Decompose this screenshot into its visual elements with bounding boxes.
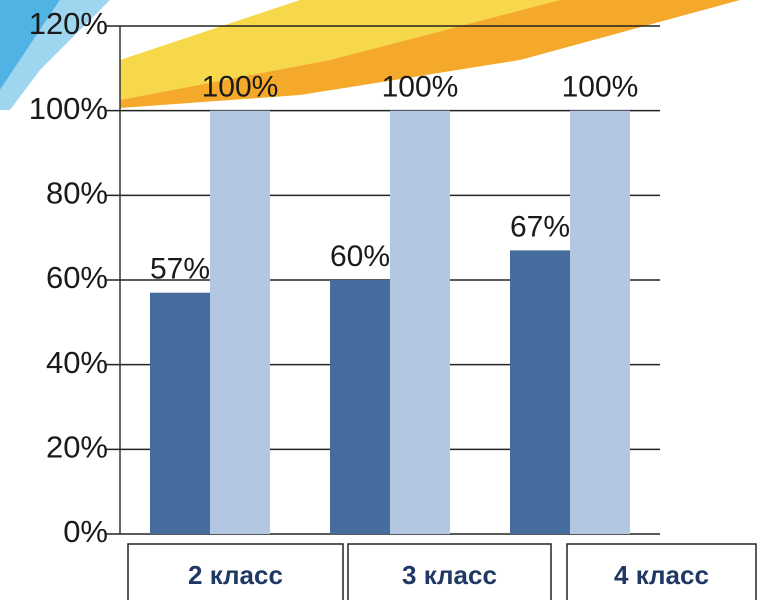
y-tick-label: 120% — [29, 6, 108, 41]
data-label: 100% — [202, 71, 279, 104]
x-tick-label: 4 класс — [614, 560, 709, 590]
x-tick-label: 3 класс — [402, 560, 497, 590]
y-tick-label: 60% — [46, 260, 108, 295]
bar — [210, 111, 270, 534]
bar — [150, 293, 210, 534]
data-label: 60% — [330, 240, 390, 273]
y-tick-label: 100% — [29, 91, 108, 126]
chart: 0% 20% 40% 60% 80% 100% 120% 57% 100% 60% 100% 67% 1… — [0, 0, 761, 600]
data-label: 57% — [150, 253, 210, 286]
bar — [390, 111, 450, 534]
bar — [330, 280, 390, 534]
y-tick-label: 40% — [46, 345, 108, 380]
y-tick-label: 0% — [63, 514, 108, 549]
page: {"chart_data": {"type": "bar", "categori… — [0, 0, 761, 600]
bar — [510, 250, 570, 534]
data-label: 100% — [562, 71, 639, 104]
y-tick-label: 80% — [46, 176, 108, 211]
bar — [570, 111, 630, 534]
x-tick-label: 2 класс — [188, 560, 283, 590]
data-label: 100% — [382, 71, 459, 104]
y-tick-label: 20% — [46, 430, 108, 465]
data-label: 67% — [510, 210, 570, 243]
